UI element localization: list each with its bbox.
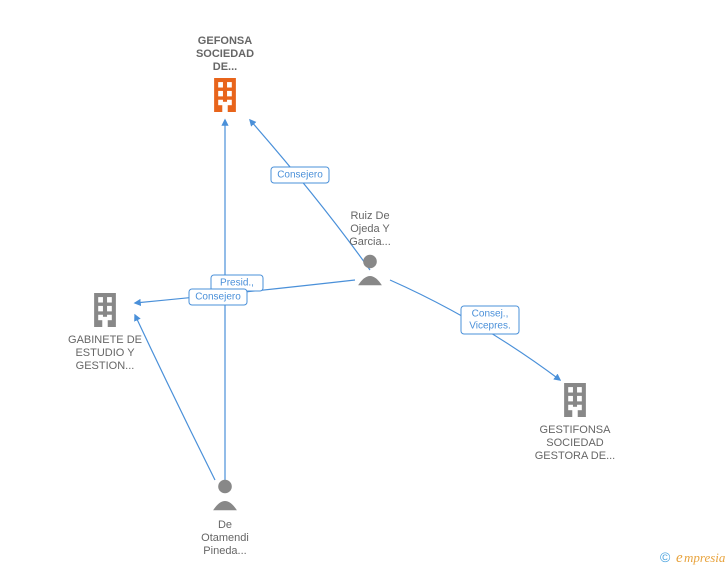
node-label-line: GESTORA DE... — [535, 450, 616, 462]
edge — [135, 315, 215, 480]
watermark-initial: e — [676, 550, 683, 566]
node-gabinete: GABINETE DEESTUDIO YGESTION... — [68, 293, 142, 372]
node-ruiz: Ruiz DeOjeda YGarcia... — [349, 210, 391, 285]
edge-label-text: Consej., — [472, 309, 509, 320]
node-gestifonsa: GESTIFONSASOCIEDADGESTORA DE... — [535, 383, 616, 462]
node-label-line: Ojeda Y — [350, 223, 390, 235]
node-label-line: DE... — [213, 61, 237, 73]
network-diagram: GEFONSASOCIEDADDE...GABINETE DEESTUDIO Y… — [0, 0, 728, 575]
nodes-layer: GEFONSASOCIEDADDE...GABINETE DEESTUDIO Y… — [68, 35, 615, 557]
edge-labels-layer: ConsejeroPresid.,Consej.,Vicepres.Consej… — [189, 167, 519, 334]
building-icon — [214, 78, 236, 112]
building-icon — [94, 293, 116, 327]
edge-label-text: Consejero — [277, 170, 323, 181]
edge-label-text: Consejero — [195, 292, 241, 303]
edge-label: Consej.,Vicepres. — [461, 306, 519, 334]
node-label-line: Ruiz De — [350, 210, 389, 222]
edge-label-text: Vicepres. — [469, 321, 511, 332]
edge-label-text: Presid., — [220, 278, 254, 289]
building-icon — [564, 383, 586, 417]
node-label-line: SOCIEDAD — [546, 437, 604, 449]
node-label-line: De — [218, 519, 232, 531]
watermark: © e mpresia — [660, 549, 726, 566]
node-gefonsa: GEFONSASOCIEDADDE... — [196, 35, 254, 112]
node-label-line: ESTUDIO Y — [75, 347, 135, 359]
node-label-line: SOCIEDAD — [196, 48, 254, 60]
node-label-line: GESTION... — [76, 360, 135, 372]
node-otamendi: DeOtamendiPineda... — [201, 480, 249, 557]
watermark-brand: mpresia — [684, 550, 726, 565]
edge-label: Consejero — [189, 289, 247, 305]
node-label-line: Pineda... — [203, 545, 246, 557]
person-icon — [213, 480, 237, 511]
node-label-line: GESTIFONSA — [540, 424, 612, 436]
edge-label: Consejero — [271, 167, 329, 183]
node-label-line: GEFONSA — [198, 35, 252, 47]
node-label-line: Otamendi — [201, 532, 249, 544]
watermark-copyright: © — [660, 549, 671, 565]
node-label-line: GABINETE DE — [68, 334, 142, 346]
node-label-line: Garcia... — [349, 236, 391, 248]
